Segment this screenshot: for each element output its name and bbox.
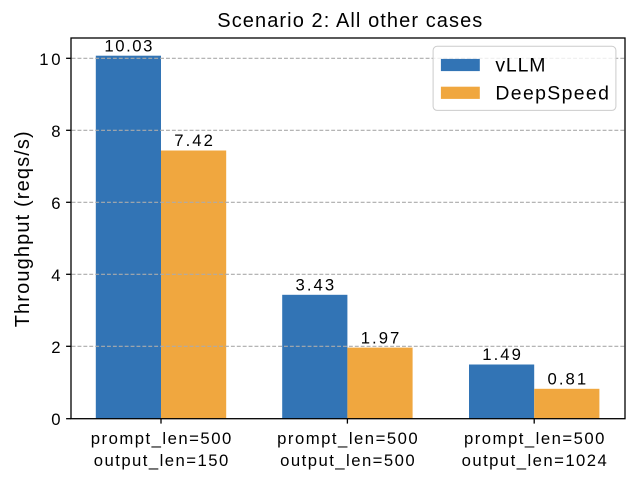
svg-text:10.03: 10.03 [104, 37, 152, 56]
svg-text:6: 6 [51, 194, 60, 213]
svg-text:0.81: 0.81 [548, 370, 587, 389]
svg-text:8: 8 [51, 122, 60, 141]
svg-text:vLLM: vLLM [495, 55, 545, 77]
svg-text:output_len=500: output_len=500 [280, 451, 415, 470]
svg-text:Scenario 2: All other cases: Scenario 2: All other cases [217, 10, 482, 32]
svg-text:1.49: 1.49 [482, 345, 521, 364]
svg-text:4: 4 [51, 266, 60, 285]
svg-text:1.97: 1.97 [361, 328, 400, 347]
svg-text:output_len=150: output_len=150 [94, 451, 229, 470]
svg-text:DeepSpeed: DeepSpeed [495, 82, 609, 104]
svg-text:2: 2 [51, 338, 60, 357]
svg-text:7.42: 7.42 [174, 131, 213, 150]
svg-text:3.43: 3.43 [296, 276, 335, 295]
svg-text:Throughput (reqs/s): Throughput (reqs/s) [12, 131, 34, 327]
svg-text:output_len=1024: output_len=1024 [462, 451, 607, 470]
svg-text:0: 0 [51, 410, 60, 429]
